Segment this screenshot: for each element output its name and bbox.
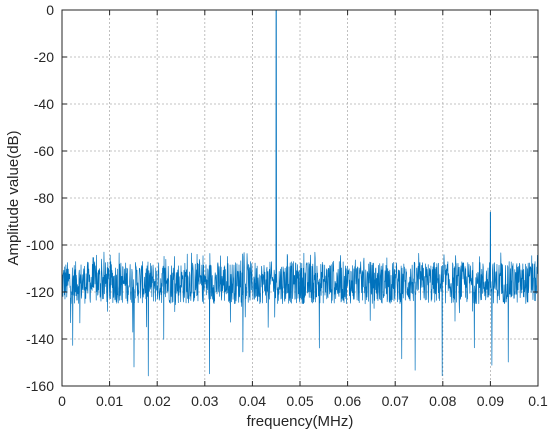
y-tick-label: -100 <box>26 237 54 253</box>
x-axis-label: frequency(MHz) <box>247 413 354 430</box>
spectrum-line <box>61 9 539 377</box>
x-tick-label: 0.08 <box>429 393 456 409</box>
x-tick-label: 0.02 <box>144 393 171 409</box>
y-tick-label: -80 <box>34 190 54 206</box>
x-tick-label: 0.06 <box>334 393 361 409</box>
y-tick-label: -140 <box>26 331 54 347</box>
y-tick-label: -60 <box>34 143 54 159</box>
x-tick-label: 0.07 <box>382 393 409 409</box>
x-tick-label: 0.04 <box>239 393 266 409</box>
axis-ticks: 0 0.01 0.02 0.03 0.04 0.05 0.06 0.07 0.08 0.09 0.1… <box>26 2 548 409</box>
x-tick-label: 0.1 <box>528 393 548 409</box>
y-tick-label: -20 <box>34 49 54 65</box>
y-tick-label: -40 <box>34 96 54 112</box>
x-tick-label: 0.03 <box>191 393 218 409</box>
x-tick-label: 0.05 <box>286 393 313 409</box>
x-tick-label: 0.01 <box>96 393 123 409</box>
x-tick-label: 0.09 <box>477 393 504 409</box>
spectrum-trace <box>61 9 539 377</box>
y-axis-label: Amplitude value(dB) <box>5 130 22 265</box>
y-tick-label: -120 <box>26 284 54 300</box>
y-tick-label: 0 <box>46 2 54 18</box>
y-tick-label: -160 <box>26 378 54 394</box>
x-tick-label: 0 <box>58 393 66 409</box>
